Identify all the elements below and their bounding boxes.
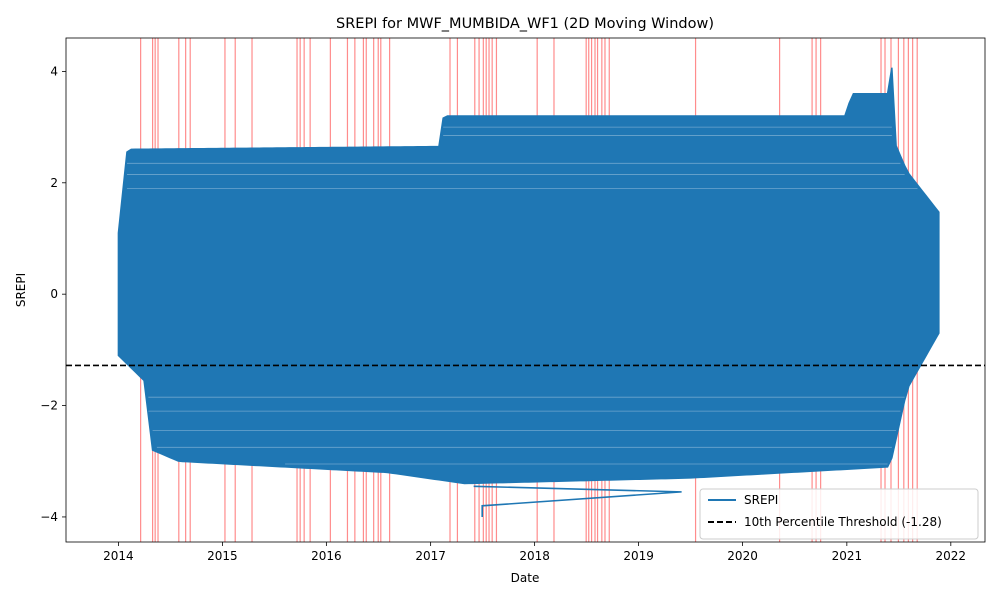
srepi-line — [473, 485, 682, 517]
legend-srepi-label: SREPI — [744, 493, 778, 507]
srepi-band-group — [117, 67, 940, 485]
legend-box — [699, 488, 979, 540]
x-tick-label: 2017 — [415, 549, 446, 563]
x-tick-label: 2015 — [207, 549, 238, 563]
y-tick-label: 0 — [50, 287, 58, 301]
y-tick-label: −4 — [40, 510, 58, 524]
x-axis-title: Date — [511, 571, 540, 585]
chart-title: SREPI for MWF_MUMBIDA_WF1 (2D Moving Win… — [336, 16, 714, 32]
srepi-line-group — [473, 485, 682, 517]
x-tick-label: 2018 — [519, 549, 550, 563]
y-tick-label: 2 — [50, 176, 58, 190]
x-tick-label: 2014 — [103, 549, 134, 563]
x-tick-label: 2019 — [623, 549, 654, 563]
y-axis: −4 −2 0 2 4 — [40, 64, 66, 524]
x-axis: 2014 2015 2016 2017 2018 2019 2020 2021 2022 — [103, 542, 966, 563]
plot-frame — [65, 37, 986, 543]
y-axis-title: SREPI — [14, 273, 28, 307]
x-tick-label: 2022 — [936, 549, 967, 563]
y-tick-label: 4 — [50, 64, 58, 78]
legend: SREPI 10th Percentile Threshold (-1.28) — [699, 488, 979, 540]
y-tick-label: −2 — [40, 399, 58, 413]
x-tick-label: 2016 — [311, 549, 342, 563]
srepi-band — [117, 67, 940, 485]
x-tick-label: 2021 — [832, 549, 863, 563]
legend-threshold-label: 10th Percentile Threshold (-1.28) — [744, 515, 942, 529]
x-tick-label: 2020 — [727, 549, 758, 563]
